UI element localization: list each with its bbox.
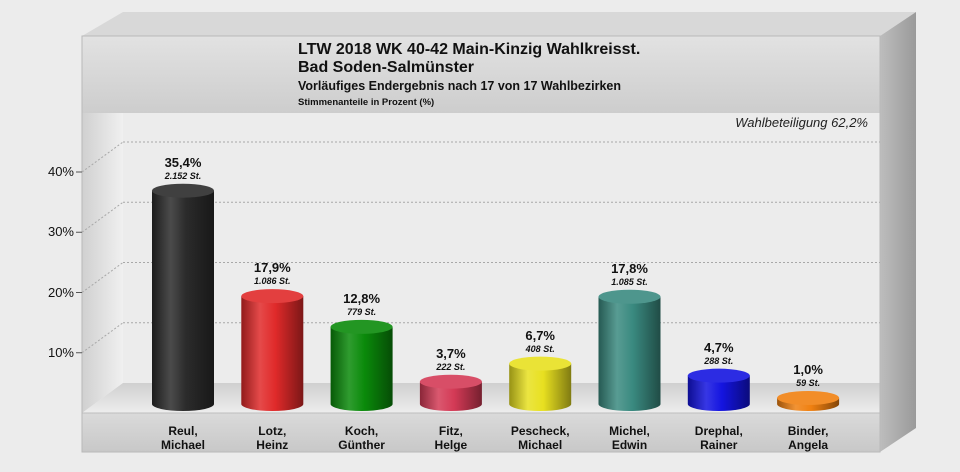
bar-body	[598, 296, 661, 411]
bar-value-label: 3,7%	[436, 345, 466, 361]
y-tick-label: 20%	[47, 284, 74, 300]
bar-value-label: 4,7%	[703, 339, 734, 355]
bar	[152, 183, 214, 411]
x-category-label: Michel, Edwin	[609, 424, 650, 452]
bar-value-label: 6,7%	[525, 327, 555, 343]
bar	[330, 319, 393, 411]
x-category-label: Pescheck, Michael	[510, 424, 570, 452]
x-category-label: Koch, Günther	[338, 424, 385, 452]
bar-top	[152, 183, 214, 198]
unit-note: Stimmenanteile in Prozent (%)	[298, 97, 435, 108]
bar-votes-label: 2.152 St.	[164, 170, 202, 181]
gridline-side	[81, 322, 124, 354]
bar-body	[687, 375, 750, 411]
bar-votes-label: 779 St.	[347, 306, 377, 317]
bar	[241, 289, 304, 411]
header-panel	[82, 36, 880, 113]
bar-votes-label: 288 St.	[704, 355, 734, 366]
turnout-label: Wahlbeteiligung 62,2%	[735, 115, 868, 130]
y-tick-label: 10%	[47, 344, 74, 360]
plot-left-wall	[82, 113, 123, 413]
bar-body	[241, 296, 304, 411]
bar-top	[241, 289, 304, 304]
bar	[687, 368, 750, 411]
bar	[598, 289, 661, 411]
gridlines	[76, 141, 880, 354]
bar-value-label: 17,8%	[611, 260, 648, 276]
x-category-label: Binder, Angela	[787, 424, 829, 452]
x-category-label: Lotz, Heinz	[256, 424, 289, 452]
bar-body	[152, 190, 214, 411]
bar-top	[509, 356, 572, 371]
x-category-label: Reul, Michael	[160, 424, 205, 452]
gridline-side	[81, 141, 124, 173]
bar	[419, 374, 482, 411]
label-strip	[82, 413, 880, 452]
frame-top-bevel	[82, 12, 916, 36]
bar-value-label: 17,9%	[253, 260, 291, 276]
bar-top	[777, 390, 840, 405]
bar-votes-label: 222 St.	[436, 361, 466, 372]
x-category-label: Fitz, Helge	[434, 424, 468, 452]
x-category-label: Drephal, Rainer	[694, 424, 743, 452]
bar-body	[419, 381, 482, 411]
chart-title-location: Bad Soden-Salmünster	[298, 59, 475, 76]
bar-votes-label: 408 St.	[525, 343, 555, 354]
chart-title: LTW 2018 WK 40-42 Main-Kinzig Wahlkreiss…	[298, 41, 641, 58]
chart-title-block: LTW 2018 WK 40-42 Main-Kinzig Wahlkreiss…	[298, 41, 640, 109]
bar-top	[598, 289, 661, 304]
bar-votes-label: 1.086 St.	[254, 276, 291, 287]
bar-body	[509, 363, 572, 411]
frame-right-wall	[880, 12, 916, 452]
bar-top	[330, 319, 393, 334]
bar	[777, 390, 840, 411]
bar-body	[330, 326, 393, 411]
bar-value-label: 12,8%	[343, 290, 381, 306]
bar	[509, 356, 572, 411]
gridline-side	[81, 201, 124, 233]
bar-top	[419, 374, 482, 389]
bar-series	[152, 183, 840, 411]
bar-votes-label: 1.085 St.	[611, 276, 648, 287]
chart-subtitle: Vorläufiges Endergebnis nach 17 von 17 W…	[298, 79, 622, 93]
bar-value-label: 1,0%	[793, 361, 823, 377]
bar-value-label: 35,4%	[164, 154, 202, 170]
bar-votes-label: 59 St.	[796, 377, 821, 388]
y-tick-label: 30%	[47, 224, 74, 240]
bar-top	[687, 368, 750, 383]
gridline-side	[81, 262, 124, 293]
y-tick-label: 40%	[47, 164, 74, 179]
